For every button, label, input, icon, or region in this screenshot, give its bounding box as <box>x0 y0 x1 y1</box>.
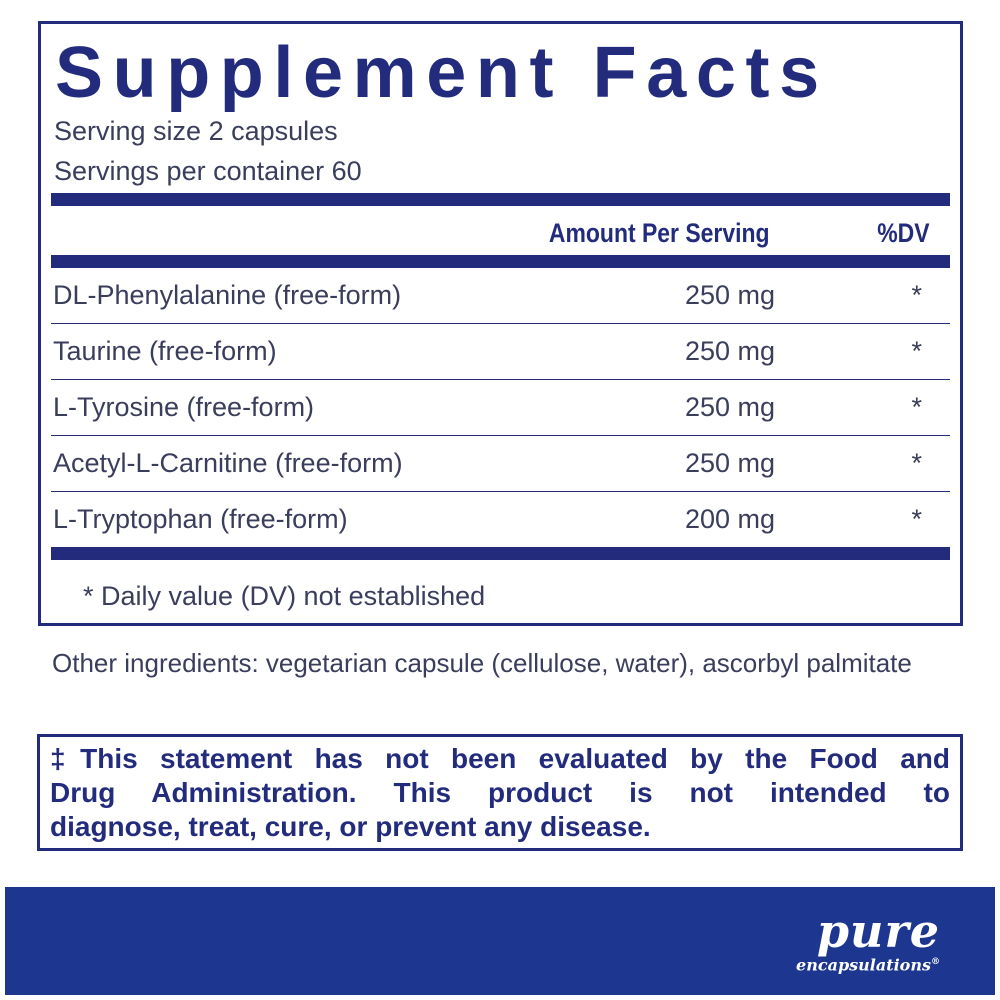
ingredient-name: DL-Phenylalanine (free-form) <box>53 280 402 310</box>
table-row: L-Tyrosine (free-form) 250 mg * <box>51 380 950 436</box>
divider-bar <box>51 255 950 268</box>
ingredient-amount: 250 mg <box>684 336 775 366</box>
ingredient-dv: * <box>911 280 922 310</box>
table-row: L-Tryptophan (free-form) 200 mg * <box>51 492 950 548</box>
disclaimer-line: diagnose, treat, cure, or prevent any di… <box>50 811 651 842</box>
table-row: Taurine (free-form) 250 mg * <box>51 324 950 380</box>
divider-bar <box>51 547 950 560</box>
serving-size: Serving size 2 capsules <box>54 116 338 146</box>
panel-title: Supplement Facts <box>55 33 829 113</box>
table-row: Acetyl-L-Carnitine (free-form) 250 mg * <box>51 436 950 492</box>
servings-per-container: Servings per container 60 <box>54 156 362 186</box>
ingredient-dv: * <box>911 336 922 366</box>
disclaimer-line: Drug Administration. This product is not… <box>50 777 950 808</box>
header-dv: %DV <box>877 218 930 248</box>
ingredient-amount: 250 mg <box>684 448 775 478</box>
ingredient-amount: 250 mg <box>684 392 775 422</box>
table-row: DL-Phenylalanine (free-form) 250 mg * <box>51 268 950 324</box>
ingredient-name: L-Tyrosine (free-form) <box>53 392 315 422</box>
brand-sub: encapsulations <box>796 955 931 975</box>
ingredient-name: L-Tryptophan (free-form) <box>53 504 348 534</box>
dv-footnote: * Daily value (DV) not established <box>83 581 486 611</box>
disclaimer-line: ‡This statement has not been evaluated b… <box>50 743 950 774</box>
divider-bar <box>51 193 950 206</box>
ingredient-name: Acetyl-L-Carnitine (free-form) <box>53 448 403 478</box>
fda-disclaimer: ‡This statement has not been evaluated b… <box>37 734 963 851</box>
ingredient-amount: 200 mg <box>684 504 775 534</box>
ingredient-dv: * <box>911 392 922 422</box>
other-ingredients: Other ingredients: vegetarian capsule (c… <box>52 648 912 678</box>
supplement-facts-panel: Supplement Facts Serving size 2 capsules… <box>38 21 963 626</box>
ingredient-dv: * <box>911 504 922 534</box>
brand-banner: pure encapsulations® <box>5 887 995 995</box>
registered-mark: ® <box>931 957 940 967</box>
header-amount: Amount Per Serving <box>549 218 770 248</box>
ingredient-name: Taurine (free-form) <box>53 336 277 366</box>
ingredient-dv: * <box>911 448 922 478</box>
ingredient-amount: 250 mg <box>684 280 775 310</box>
brand-logo: pure encapsulations® <box>796 904 940 975</box>
brand-name: pure <box>816 904 940 958</box>
